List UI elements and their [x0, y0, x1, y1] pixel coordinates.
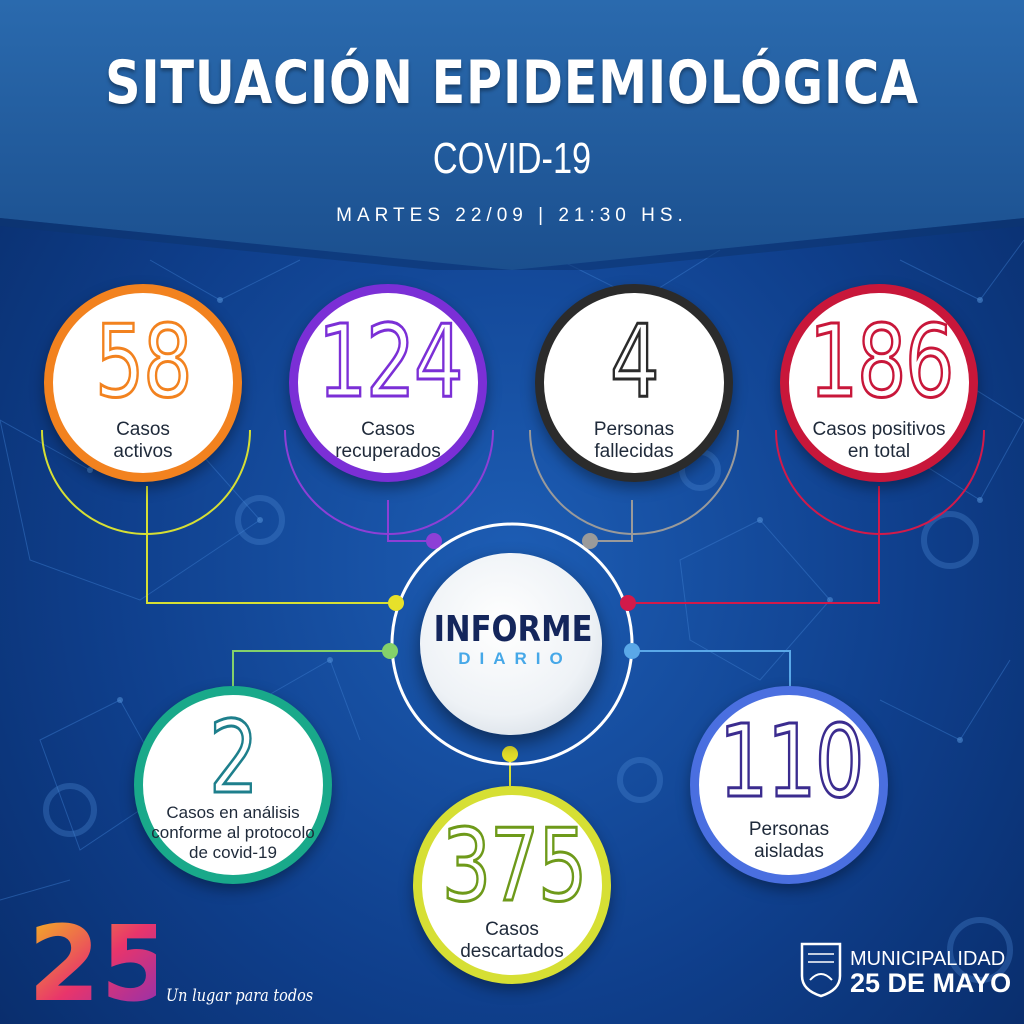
page-subtitle: COVID-19: [432, 134, 592, 183]
stat-label: activos: [113, 441, 173, 462]
svg-text:25: 25: [28, 903, 156, 1012]
stat-label: aisladas: [754, 841, 824, 862]
stat-casos-descartados: 375 Casos descartados: [413, 786, 611, 984]
stat-value: 110: [718, 702, 866, 822]
stat-value: 4: [609, 302, 661, 422]
municipality-seal-icon: [800, 942, 842, 998]
stat-label: de covid-19: [189, 843, 277, 862]
stat-label: descartados: [460, 941, 564, 962]
stat-personas-fallecidas: 4 Personas fallecidas: [535, 284, 733, 482]
stat-casos-activos: 58 Casos activos: [44, 284, 242, 482]
stat-casos-en-analisis: 2 Casos en análisis conforme al protocol…: [134, 686, 332, 884]
page-title: SITUACIÓN EPIDEMIOLÓGICA: [105, 48, 919, 118]
stat-label: recuperados: [335, 441, 441, 462]
stat-label: Casos positivos: [812, 419, 946, 440]
stat-label: conforme al protocolo: [151, 823, 315, 842]
stat-label: Personas: [748, 819, 830, 840]
report-date: MARTES 22/09 | 21:30 HS.: [336, 205, 688, 226]
brand-25-logo: 25: [28, 903, 156, 1012]
stat-value: 58: [94, 302, 194, 422]
stat-label: fallecidas: [594, 441, 674, 462]
stat-value: 124: [317, 302, 465, 422]
municipality-city: 25 DE MAYO: [850, 968, 1012, 998]
header-band: [0, 0, 1024, 270]
slogan: Un lugar para todos: [166, 986, 314, 1006]
stat-label: en total: [847, 441, 911, 462]
stat-label: Personas: [593, 419, 675, 440]
stat-label: Casos: [485, 919, 539, 940]
stat-casos-positivos: 186 Casos positivos en total: [780, 284, 978, 482]
stat-personas-aisladas: 110 Personas aisladas: [690, 686, 888, 884]
informe-title: INFORME: [433, 609, 593, 650]
stat-label: Casos: [361, 419, 415, 440]
stat-casos-recuperados: 124 Casos recuperados: [289, 284, 487, 482]
stat-label: Casos en análisis: [166, 803, 300, 822]
stat-label: Casos: [116, 419, 170, 440]
municipality-name: MUNICIPALIDAD: [850, 948, 1006, 970]
stat-value: 186: [808, 302, 956, 422]
informe-diario-badge: INFORME DIARIO: [420, 553, 602, 735]
informe-subtitle: DIARIO: [458, 649, 572, 668]
stat-value: 375: [441, 806, 589, 926]
stat-value: 2: [208, 698, 260, 818]
